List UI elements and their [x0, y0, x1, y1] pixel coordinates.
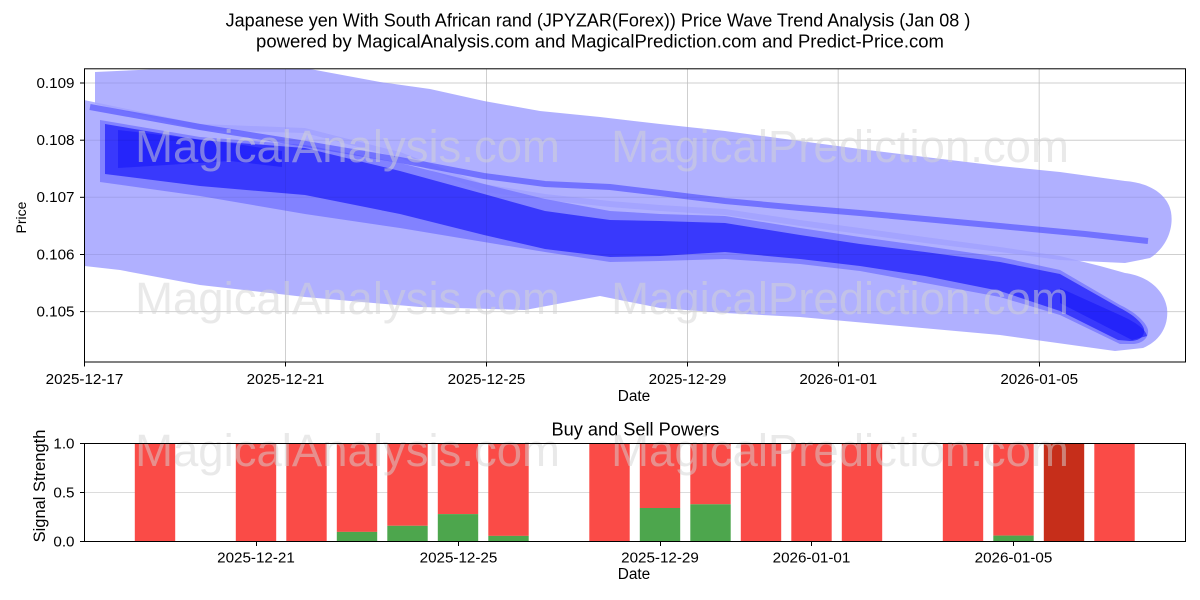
svg-text:MagicalPrediction.com: MagicalPrediction.com	[611, 121, 1069, 172]
svg-text:0.5: 0.5	[53, 484, 74, 501]
svg-text:Signal Strength: Signal Strength	[31, 430, 49, 543]
svg-text:2025-12-29: 2025-12-29	[621, 550, 699, 567]
svg-text:1.0: 1.0	[53, 435, 74, 452]
svg-text:0.107: 0.107	[36, 189, 74, 206]
svg-text:2025-12-21: 2025-12-21	[247, 371, 325, 388]
svg-text:2025-12-17: 2025-12-17	[46, 371, 124, 388]
svg-text:2025-12-21: 2025-12-21	[217, 550, 295, 567]
svg-text:Japanese yen With South Africa: Japanese yen With South African rand (JP…	[226, 11, 971, 31]
svg-text:0.108: 0.108	[36, 132, 74, 149]
svg-text:0.105: 0.105	[36, 304, 74, 321]
svg-text:powered by MagicalAnalysis.com: powered by MagicalAnalysis.com and Magic…	[256, 31, 944, 52]
svg-text:Date: Date	[618, 566, 651, 583]
svg-text:2026-01-01: 2026-01-01	[799, 371, 877, 388]
svg-text:0.106: 0.106	[36, 246, 74, 263]
svg-text:2026-01-05: 2026-01-05	[1000, 371, 1078, 388]
svg-text:MagicalAnalysis.com: MagicalAnalysis.com	[135, 273, 560, 324]
svg-text:2025-12-25: 2025-12-25	[420, 550, 498, 567]
svg-text:0.0: 0.0	[53, 533, 74, 550]
svg-text:2026-01-01: 2026-01-01	[773, 550, 851, 567]
svg-text:0.109: 0.109	[36, 75, 74, 92]
svg-text:MagicalPrediction.com: MagicalPrediction.com	[611, 425, 1069, 476]
svg-text:MagicalAnalysis.com: MagicalAnalysis.com	[135, 121, 560, 172]
svg-text:2026-01-05: 2026-01-05	[975, 550, 1053, 567]
svg-text:MagicalPrediction.com: MagicalPrediction.com	[611, 273, 1069, 324]
svg-text:2025-12-29: 2025-12-29	[649, 371, 727, 388]
svg-text:MagicalAnalysis.com: MagicalAnalysis.com	[135, 425, 560, 476]
svg-text:Date: Date	[618, 388, 651, 405]
svg-text:Buy and Sell Powers: Buy and Sell Powers	[551, 419, 719, 439]
svg-text:2025-12-25: 2025-12-25	[448, 371, 526, 388]
svg-text:Price: Price	[13, 201, 29, 233]
